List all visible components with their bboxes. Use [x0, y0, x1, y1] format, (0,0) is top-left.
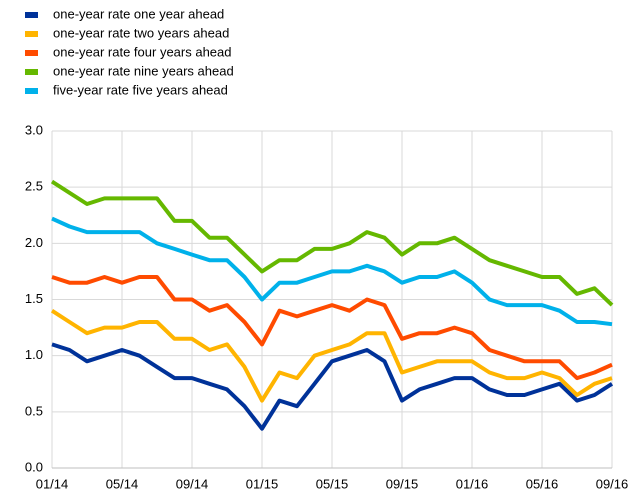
x-tick-label: 05/16	[526, 476, 559, 491]
legend-swatch	[25, 31, 38, 37]
series-line	[51, 275, 613, 381]
y-tick-label: 3.0	[25, 122, 43, 137]
legend-swatch	[25, 88, 38, 94]
x-tick-label: 01/14	[36, 476, 69, 491]
series-line	[51, 342, 614, 431]
x-tick-label: 01/15	[246, 476, 279, 491]
legend-label: one-year rate four years ahead	[53, 44, 232, 59]
series-line	[50, 179, 614, 307]
x-tick-label: 09/16	[596, 476, 629, 491]
legend-label: one-year rate two years ahead	[53, 25, 229, 40]
legend-swatch	[25, 69, 38, 75]
y-tick-label: 1.5	[25, 291, 43, 306]
legend-label: one-year rate nine years ahead	[53, 63, 234, 78]
series-line	[51, 216, 613, 327]
y-tick-label: 2.0	[25, 235, 43, 250]
y-tick-label: 0.0	[25, 459, 43, 474]
x-tick-label: 09/14	[176, 476, 209, 491]
legend-swatch	[25, 50, 38, 56]
x-tick-label: 05/14	[106, 476, 139, 491]
legend-swatch	[25, 12, 38, 18]
x-tick-label: 01/16	[456, 476, 489, 491]
series-line	[50, 309, 613, 403]
x-tick-label: 05/15	[316, 476, 349, 491]
x-tick-label: 09/15	[386, 476, 419, 491]
y-tick-label: 2.5	[25, 179, 43, 194]
y-tick-label: 1.0	[25, 347, 43, 362]
legend-label: one-year rate one year ahead	[53, 6, 224, 21]
legend-label: five-year rate five years ahead	[53, 82, 228, 97]
y-tick-label: 0.5	[25, 403, 43, 418]
